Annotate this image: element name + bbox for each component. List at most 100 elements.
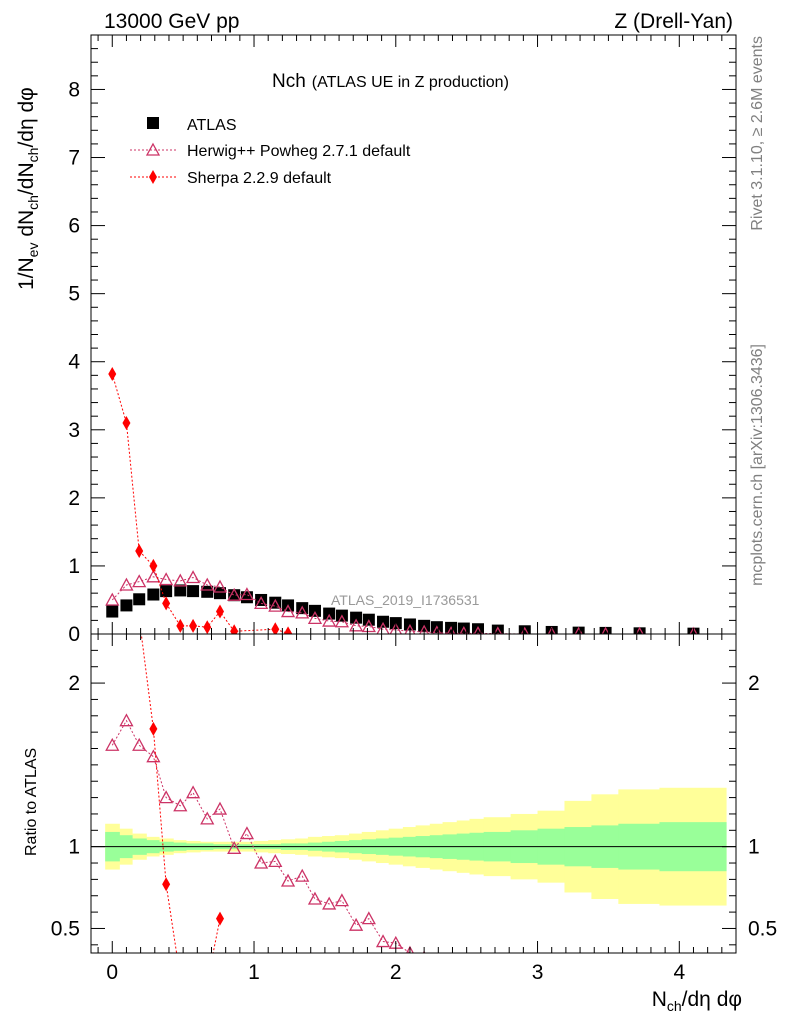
main-atlas-point bbox=[599, 626, 612, 634]
main-herwig-point bbox=[376, 621, 390, 634]
ratio-herwig-point bbox=[280, 873, 296, 887]
ratio-series-layer bbox=[105, 611, 426, 989]
main-herwig-point bbox=[254, 596, 269, 610]
main-y-tick-label: 6 bbox=[68, 215, 80, 238]
main-atlas-point bbox=[106, 605, 119, 618]
ratio-herwig-point bbox=[334, 893, 350, 907]
main-herwig-point bbox=[322, 613, 337, 627]
main-y-tick-label: 4 bbox=[68, 351, 80, 374]
main-atlas-point bbox=[147, 588, 160, 601]
main-atlas-point bbox=[214, 587, 226, 600]
main-y-tick-label: 3 bbox=[68, 419, 80, 442]
main-y-tick-label: 2 bbox=[68, 487, 80, 510]
main-y-tick-label: 1 bbox=[68, 555, 80, 578]
main-herwig-point bbox=[268, 598, 283, 612]
axes-layer: 0 1 2 3 4 0 1 2 3 4 5 6 7 8 0.5 0.5 1 1 2 2 bbox=[51, 34, 777, 984]
ratio-herwig-point bbox=[212, 801, 228, 815]
ratio-herwig-point bbox=[159, 790, 174, 804]
ratio-herwig-point bbox=[375, 934, 391, 948]
x-tick-label: 3 bbox=[532, 961, 544, 984]
ratio-herwig-point bbox=[268, 854, 283, 868]
ratio-herwig-point bbox=[307, 891, 323, 905]
ratio-herwig-line bbox=[111, 719, 412, 953]
ratio-herwig-point bbox=[239, 826, 255, 840]
ratio-herwig-point bbox=[254, 855, 269, 869]
ratio-herwig-point bbox=[105, 737, 120, 751]
main-atlas-point bbox=[133, 593, 146, 606]
main-sherpa-point bbox=[149, 558, 158, 573]
main-y-tick-label: 8 bbox=[68, 78, 80, 101]
main-herwig-point bbox=[295, 605, 310, 619]
main-sherpa-point bbox=[189, 618, 198, 633]
main-herwig-point bbox=[334, 614, 350, 628]
main-atlas-point bbox=[187, 585, 200, 598]
main-atlas-point bbox=[377, 615, 390, 628]
main-atlas-point bbox=[491, 624, 504, 634]
main-y-axis-label: 1/Nev dNch/dNch/dη dφ bbox=[15, 87, 41, 290]
main-herwig-point bbox=[173, 573, 188, 587]
main-sherpa-point bbox=[216, 604, 224, 619]
main-sherpa-point bbox=[122, 415, 131, 430]
x-tick-label: 1 bbox=[248, 961, 260, 984]
main-sherpa-point bbox=[230, 624, 239, 634]
main-y-tick-label: 7 bbox=[68, 147, 80, 170]
ratio-herwig-point bbox=[173, 798, 188, 812]
ratio-bands-layer bbox=[91, 787, 736, 906]
main-y-tick-label: 0 bbox=[68, 623, 80, 646]
legend-herwig-marker bbox=[145, 142, 161, 156]
header-process-label: Z (Drell-Yan) bbox=[614, 10, 733, 33]
ratio-y-tick-label-right: 0.5 bbox=[748, 917, 777, 940]
main-herwig-point bbox=[307, 610, 323, 624]
ratio-y-tick-label-right: 1 bbox=[748, 836, 760, 859]
main-atlas-point bbox=[633, 627, 646, 634]
main-herwig-point bbox=[212, 579, 228, 593]
main-herwig-point bbox=[159, 572, 174, 586]
main-herwig-point bbox=[119, 577, 134, 591]
main-atlas-point bbox=[228, 589, 241, 602]
ratio-sherpa-point bbox=[135, 611, 143, 625]
mcplots-label: mcplots.cern.ch [arXiv:1306.3436] bbox=[749, 344, 766, 586]
ratio-sherpa-point bbox=[203, 975, 211, 989]
rivet-version-label: Rivet 3.1.10, ≥ 2.6M events bbox=[749, 36, 766, 231]
main-herwig-point bbox=[446, 625, 456, 634]
legend: ATLAS Herwig++ Powheg 2.7.1 default Sher… bbox=[130, 117, 411, 187]
ratio-herwig-point bbox=[322, 896, 337, 910]
main-sherpa-point bbox=[271, 622, 280, 634]
ratio-sherpa-point bbox=[176, 971, 184, 985]
main-sherpa-point bbox=[176, 618, 185, 633]
legend-herwig-label: Herwig++ Powheg 2.7.1 default bbox=[187, 143, 411, 160]
main-sherpa-point bbox=[203, 620, 212, 634]
main-y-tick-label: 5 bbox=[68, 283, 80, 306]
ratio-herwig-point bbox=[185, 785, 201, 799]
main-atlas-point bbox=[572, 626, 585, 634]
main-herwig-point bbox=[280, 604, 296, 618]
analysis-id-label: ATLAS_2019_I1736531 bbox=[331, 592, 480, 608]
main-sherpa-point bbox=[135, 543, 144, 558]
ratio-herwig-point bbox=[119, 713, 134, 727]
legend-sherpa-marker bbox=[149, 170, 157, 184]
ratio-herwig-point bbox=[295, 868, 310, 882]
ratio-y-tick-label: 1 bbox=[68, 836, 80, 859]
main-herwig-point bbox=[105, 592, 120, 606]
main-herwig-point bbox=[239, 587, 255, 601]
main-herwig-point bbox=[348, 618, 364, 632]
main-herwig-point bbox=[132, 574, 147, 588]
ratio-y-tick-label-right: 2 bbox=[748, 672, 760, 695]
main-herwig-point bbox=[146, 569, 161, 583]
ratio-sherpa-point bbox=[216, 911, 224, 926]
ratio-herwig-point bbox=[200, 811, 215, 825]
ratio-herwig-point bbox=[227, 840, 242, 854]
main-atlas-point bbox=[323, 607, 336, 620]
ratio-sherpa-point bbox=[189, 971, 197, 985]
main-herwig-point bbox=[227, 587, 242, 601]
x-axis-label: Nch/dη dφ bbox=[652, 988, 742, 1014]
ratio-y-tick-label: 0.5 bbox=[51, 917, 80, 940]
legend-atlas-label: ATLAS bbox=[187, 117, 237, 134]
main-sherpa-point bbox=[108, 366, 117, 381]
main-atlas-point bbox=[160, 585, 173, 598]
ratio-sherpa-point bbox=[149, 721, 158, 736]
main-herwig-point bbox=[361, 619, 376, 633]
main-sherpa-line bbox=[111, 373, 289, 634]
main-herwig-point bbox=[432, 625, 442, 634]
